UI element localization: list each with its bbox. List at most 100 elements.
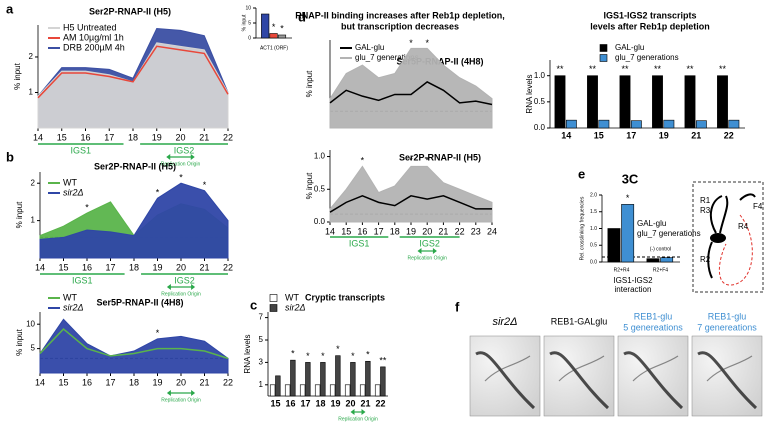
chart-title: Ser5P-RNAP-II (4H8) (96, 297, 183, 307)
x-axis-label: IGS1-IGS2 (613, 276, 653, 285)
origin-label: Replication Origin (161, 397, 201, 403)
significance: * (321, 351, 325, 361)
y-axis-label: % input (13, 62, 22, 89)
x-tick-label: 20 (422, 226, 432, 236)
legend-label: glu_7 generations (637, 229, 701, 238)
y-tick-label: 1 (31, 216, 36, 225)
image-label: 7 genereations (697, 322, 757, 332)
arrow-head (350, 409, 366, 415)
y-axis-label: % input (305, 172, 314, 199)
fragment-label: F4 (753, 202, 763, 211)
x-tick-label: 16 (357, 226, 367, 236)
x-tick-label: 18 (129, 377, 139, 387)
x-tick-label: 15 (58, 262, 68, 272)
x-tick-label: 24 (487, 226, 497, 236)
gel-arc (558, 355, 605, 382)
y-tick-label: 1.0 (314, 152, 326, 161)
bar (359, 384, 366, 397)
y-tick-label: 1 (259, 380, 264, 389)
x-tick-label: 16 (82, 262, 92, 272)
x-tick-label: 15 (58, 377, 68, 387)
legend-swatch (269, 304, 278, 312)
note: (-) control (650, 246, 671, 252)
legend-label: GAL-glu (615, 43, 644, 52)
significance: * (336, 344, 340, 354)
bar (598, 119, 610, 129)
chart-title: Cryptic transcripts (305, 292, 385, 302)
y-tick-label: 10 (245, 5, 251, 11)
chart-title: 3C (622, 171, 639, 186)
y-tick-label: 2 (29, 52, 34, 61)
x-tick-label: 18 (315, 398, 325, 408)
bar (275, 375, 281, 397)
y-tick-label: 2 (31, 178, 36, 187)
y-tick-label: 5 (248, 20, 251, 26)
y-tick-label: 5 (31, 344, 36, 353)
x-tick-label: 18 (128, 132, 138, 142)
significance: ** (654, 64, 662, 74)
complex (710, 233, 726, 243)
bar (684, 75, 696, 129)
y-tick-label: 7 (259, 313, 264, 322)
arrow-head (417, 248, 437, 254)
panel-label: b (6, 149, 14, 164)
panel-label: f (455, 299, 460, 314)
image-label: 5 genereations (623, 322, 683, 332)
x-tick-label: 20 (345, 398, 355, 408)
bar (269, 33, 278, 39)
bar (299, 384, 306, 397)
x-tick-label: 21 (360, 398, 370, 408)
image-label: sir2Δ (492, 316, 517, 328)
gel-arc (632, 355, 679, 382)
significance: * (425, 156, 429, 166)
x-tick-label: 19 (152, 262, 162, 272)
area (39, 182, 229, 259)
region-label: IGS2 (174, 275, 195, 285)
bar (320, 362, 326, 397)
chart-title: Ser2P-RNAP-II (H5) (399, 152, 481, 162)
legend-swatch (599, 54, 608, 62)
y-tick-label: 1.0 (590, 226, 597, 232)
panel-label: c (250, 297, 257, 312)
y-tick-label: 2.0 (590, 192, 597, 198)
y-axis-label: % input (305, 70, 314, 97)
x-tick-label: 17 (626, 130, 636, 140)
panel-header: RNAP-II binding increases after Reb1p de… (295, 10, 505, 20)
bar (380, 366, 386, 397)
region-label: IGS1 (72, 275, 93, 285)
x-tick-label: 15 (57, 132, 67, 142)
significance: ** (556, 64, 564, 74)
legend-label: GAL-glu (355, 43, 384, 52)
x-tick-label: 19 (330, 398, 340, 408)
y-tick-label: 1.5 (590, 209, 597, 215)
legend-swatch (599, 44, 608, 52)
significance: * (351, 351, 355, 361)
x-tick-label: 22 (223, 132, 233, 142)
y-tick-label: 0.0 (314, 217, 326, 226)
line (39, 328, 229, 360)
y-tick-label: 0.5 (314, 184, 326, 193)
legend-label: sir2Δ (285, 302, 306, 312)
chart-title: Ser2P-RNAP-II (H5) (94, 161, 176, 171)
fragment-label: R4 (738, 222, 749, 231)
line (329, 195, 492, 213)
chart-title: IGS1-IGS2 transcripts (603, 10, 696, 20)
x-tick-label: 22 (375, 398, 385, 408)
significance: ** (621, 64, 629, 74)
chart-title: levels after Reb1p depletion (590, 21, 710, 31)
y-axis-label: RNA levels (243, 334, 252, 373)
x-tick-label: 23 (471, 226, 481, 236)
significance: ** (719, 64, 727, 74)
x-tick-label: 21 (199, 377, 209, 387)
x-tick-label: 20 (175, 132, 185, 142)
region-label: IGS1 (70, 145, 91, 155)
legend-label: glu_7 generations (355, 53, 419, 62)
panel-label: a (6, 1, 14, 16)
legend-label: GAL-glu (637, 219, 666, 228)
bar (621, 204, 635, 263)
bar (728, 119, 740, 129)
legend-label: WT (63, 177, 77, 187)
bar (261, 13, 270, 39)
y-axis-label: RNA levels (525, 74, 534, 113)
x-tick-label: 16 (285, 398, 295, 408)
